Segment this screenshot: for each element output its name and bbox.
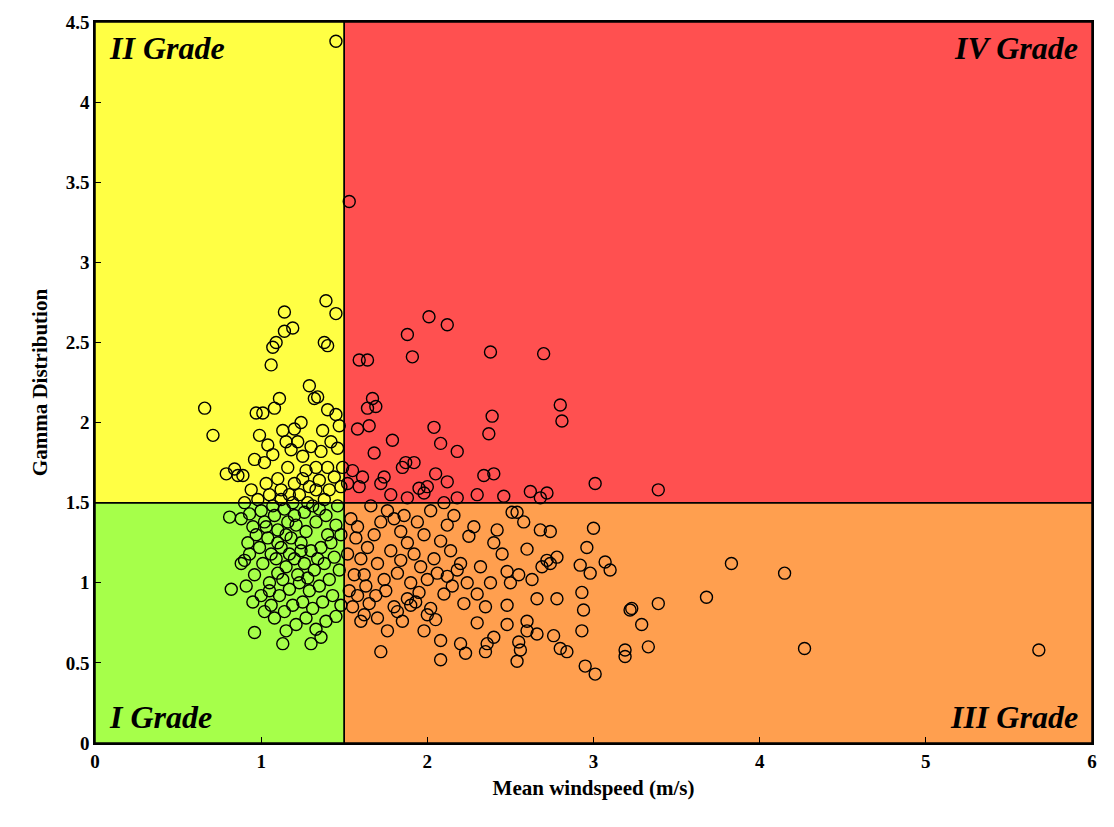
svg-text:4: 4 (755, 751, 765, 772)
svg-text:II Grade: II Grade (109, 30, 225, 66)
svg-text:2.5: 2.5 (66, 332, 90, 353)
svg-text:1.5: 1.5 (66, 492, 90, 513)
svg-text:2: 2 (423, 751, 433, 772)
svg-text:Mean windspeed (m/s): Mean windspeed (m/s) (493, 776, 695, 800)
svg-text:6: 6 (1087, 751, 1097, 772)
svg-text:3.5: 3.5 (66, 172, 90, 193)
svg-text:4: 4 (80, 92, 90, 113)
svg-text:4.5: 4.5 (66, 12, 90, 33)
svg-text:3: 3 (80, 252, 90, 273)
svg-text:III Grade: III Grade (950, 699, 1078, 735)
svg-text:IV Grade: IV Grade (954, 30, 1078, 66)
svg-text:0: 0 (90, 751, 100, 772)
svg-text:1: 1 (256, 751, 266, 772)
svg-text:Gamma Distribution: Gamma Distribution (28, 289, 52, 477)
svg-text:2: 2 (80, 412, 90, 433)
svg-text:5: 5 (921, 751, 931, 772)
svg-text:3: 3 (589, 751, 599, 772)
svg-text:1: 1 (80, 572, 90, 593)
svg-text:I Grade: I Grade (109, 699, 212, 735)
svg-text:0: 0 (80, 733, 90, 754)
svg-text:0.5: 0.5 (66, 653, 90, 674)
